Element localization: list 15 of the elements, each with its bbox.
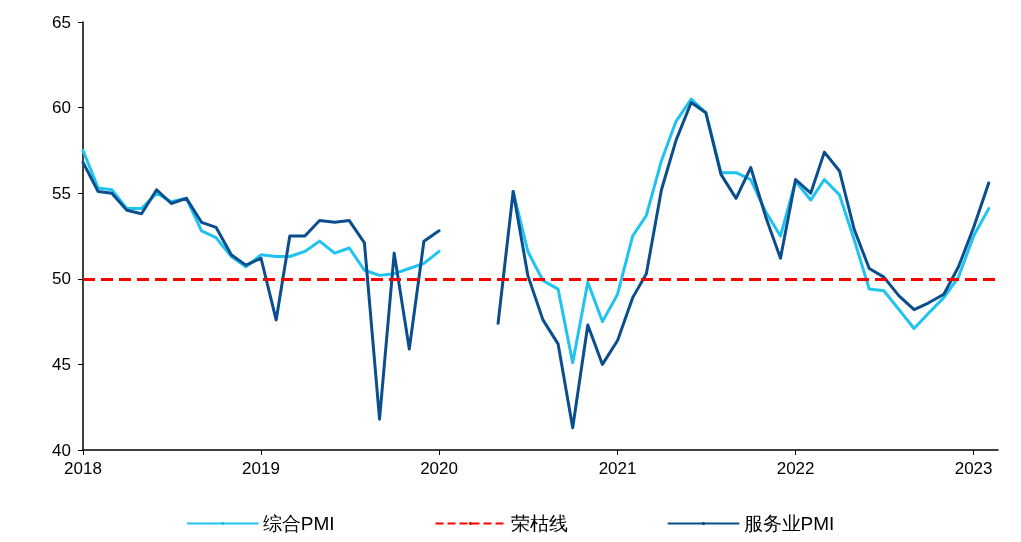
x-tick-label: 2022 [776, 459, 815, 478]
legend-label: 综合PMI [262, 513, 335, 534]
legend-label: 服务业PMI [743, 513, 835, 534]
x-tick-label: 2019 [242, 459, 280, 478]
x-tick-label: 2018 [64, 459, 102, 478]
x-tick-label: 2021 [598, 459, 637, 478]
y-tick-label: 55 [52, 183, 71, 203]
y-tick-label: 40 [52, 440, 71, 460]
legend-label: 荣枯线 [510, 513, 568, 534]
x-tick-label: 2020 [420, 459, 458, 478]
y-tick-label: 65 [52, 12, 71, 32]
x-tick-label: 2023 [954, 459, 993, 478]
y-tick-label: 50 [52, 269, 71, 289]
y-tick-label: 45 [52, 354, 71, 374]
y-tick-label: 60 [52, 98, 71, 118]
